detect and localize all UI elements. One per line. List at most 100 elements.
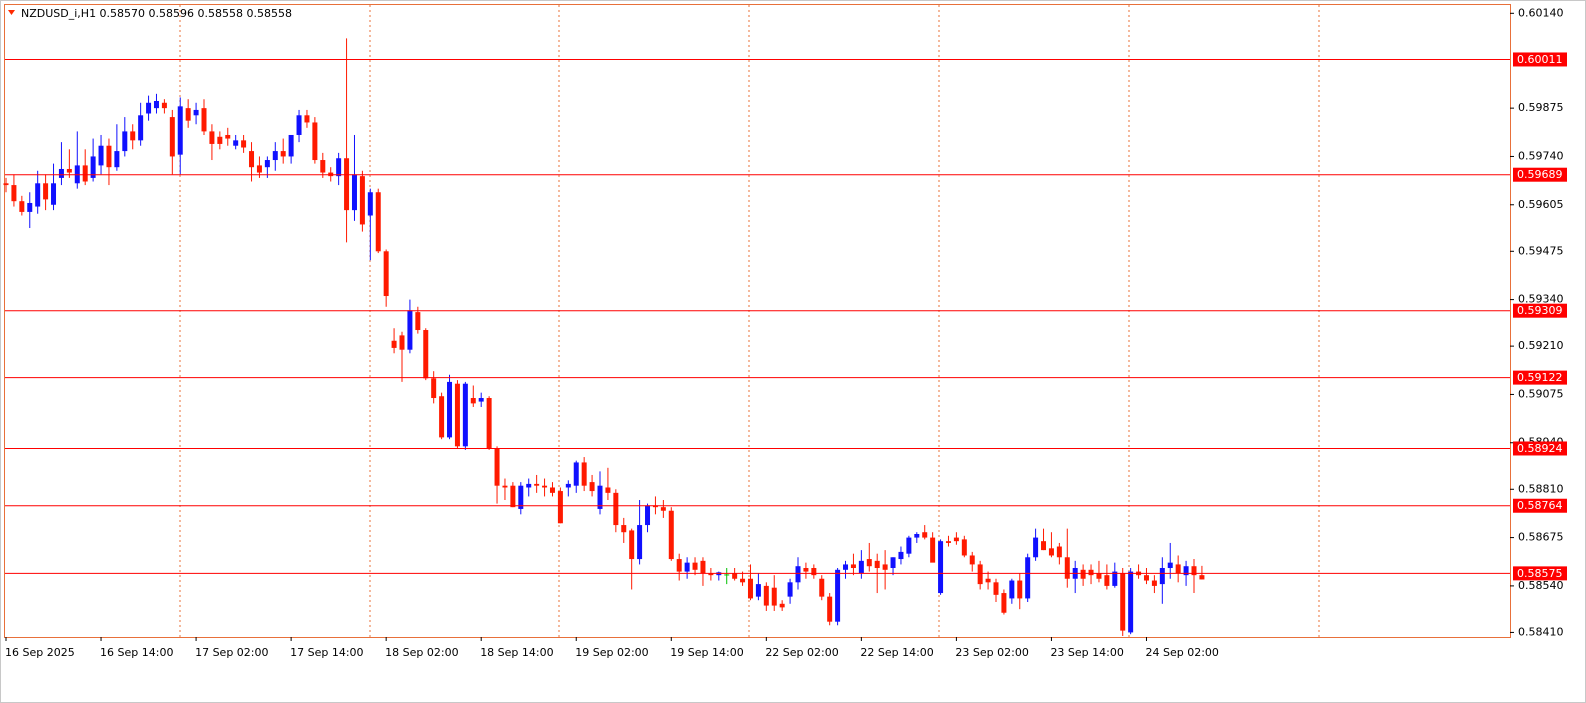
x-tick-label: 19 Sep 02:00 [575, 646, 648, 659]
candle-body [953, 537, 959, 542]
level-label: 0.58924 [1517, 442, 1563, 455]
candle-body [217, 136, 223, 144]
candle-body [3, 183, 9, 186]
candle-body [264, 160, 270, 168]
candle-body [209, 131, 215, 144]
candle-body [359, 176, 365, 225]
candle-body [27, 202, 33, 212]
x-tick-label: 22 Sep 02:00 [765, 646, 838, 659]
candle-body [447, 381, 453, 438]
candle-body [1096, 573, 1102, 579]
candle-body [692, 562, 698, 570]
candle-body [320, 160, 326, 173]
candle-body [1128, 571, 1134, 633]
header: NZDUSD_i,H1 0.58570 0.58596 0.58558 0.58… [21, 7, 292, 20]
candle-body [850, 564, 856, 569]
candle-body [399, 335, 405, 350]
candle-body [684, 562, 690, 572]
candle-body [1001, 593, 1007, 613]
x-tick-label: 16 Sep 14:00 [100, 646, 173, 659]
candle-body [1048, 548, 1054, 556]
level-label: 0.60011 [1517, 53, 1563, 66]
candle-body [351, 174, 357, 211]
candle-body [613, 492, 619, 526]
x-tick-label: 19 Sep 14:00 [670, 646, 743, 659]
candle-body [122, 131, 128, 152]
candle-body [375, 192, 381, 252]
candle-body [344, 158, 350, 211]
candle-body [740, 578, 746, 583]
candle-body [557, 491, 563, 524]
candle-body [502, 485, 508, 488]
candle-body [201, 108, 207, 132]
candle-body [35, 183, 41, 207]
candle-body [146, 102, 152, 114]
candle-body [660, 507, 666, 511]
header-icon [8, 10, 15, 15]
candle-body [1088, 569, 1094, 576]
candle-body [700, 560, 706, 574]
candle-body [58, 168, 64, 178]
candle-body [732, 573, 738, 579]
candle-body [1183, 566, 1189, 576]
candle-body [11, 185, 17, 202]
level-label: 0.58575 [1517, 567, 1563, 580]
candle-body [843, 564, 849, 570]
candle-body [1017, 580, 1023, 599]
candle-body [1080, 569, 1086, 579]
candle-body [945, 541, 951, 543]
candle-body [1041, 541, 1047, 551]
y-tick-label: 0.59340 [1518, 293, 1564, 306]
candle-body [747, 578, 753, 599]
y-tick-label: 0.59605 [1518, 198, 1564, 211]
y-tick-label: 0.58540 [1518, 579, 1564, 592]
candle-body [280, 151, 286, 157]
candle-body [629, 530, 635, 560]
candle-body [1112, 571, 1118, 586]
candle-body [336, 158, 342, 177]
candle-body [645, 505, 651, 526]
candle-body [423, 330, 429, 379]
candle-body [241, 140, 247, 148]
candle-body [1033, 537, 1039, 558]
candle-body [549, 487, 555, 493]
candle-body [898, 551, 904, 560]
candle-body [1143, 575, 1149, 581]
candle-body [827, 596, 833, 622]
candle-body [874, 560, 880, 569]
candle-body [98, 145, 104, 166]
candle-body [296, 115, 302, 135]
candle-body [1151, 580, 1157, 586]
candle-body [367, 192, 373, 216]
candle-body [66, 168, 72, 173]
y-tick-label: 0.58675 [1518, 531, 1564, 544]
level-tag [1513, 441, 1567, 456]
candle-body [304, 115, 310, 123]
candle-body [43, 183, 49, 200]
y-tick-label: 0.58810 [1518, 482, 1564, 495]
x-tick-label: 23 Sep 14:00 [1050, 646, 1123, 659]
candle-body [890, 557, 896, 569]
candle-body [82, 165, 88, 182]
candle-body [415, 312, 421, 331]
candle-body [1104, 575, 1110, 586]
candle-body [1009, 580, 1015, 599]
candle-body [724, 574, 730, 576]
y-tick-label: 0.59875 [1518, 101, 1564, 114]
candle-body [383, 251, 389, 297]
candle-body [565, 483, 571, 488]
x-tick-label: 16 Sep 2025 [5, 646, 75, 659]
candle-body [249, 151, 255, 168]
candle-body [803, 568, 809, 572]
candle-body [1199, 575, 1205, 580]
candle-body [1167, 562, 1173, 569]
candle-body [779, 603, 785, 608]
candle-body [90, 156, 96, 178]
level-label: 0.59689 [1517, 168, 1563, 181]
candle-body [478, 398, 484, 402]
candle-body [977, 564, 983, 585]
candle-body [153, 100, 159, 109]
candle-body [510, 485, 516, 508]
candle-body [431, 378, 437, 399]
x-tick-label: 24 Sep 02:00 [1145, 646, 1218, 659]
